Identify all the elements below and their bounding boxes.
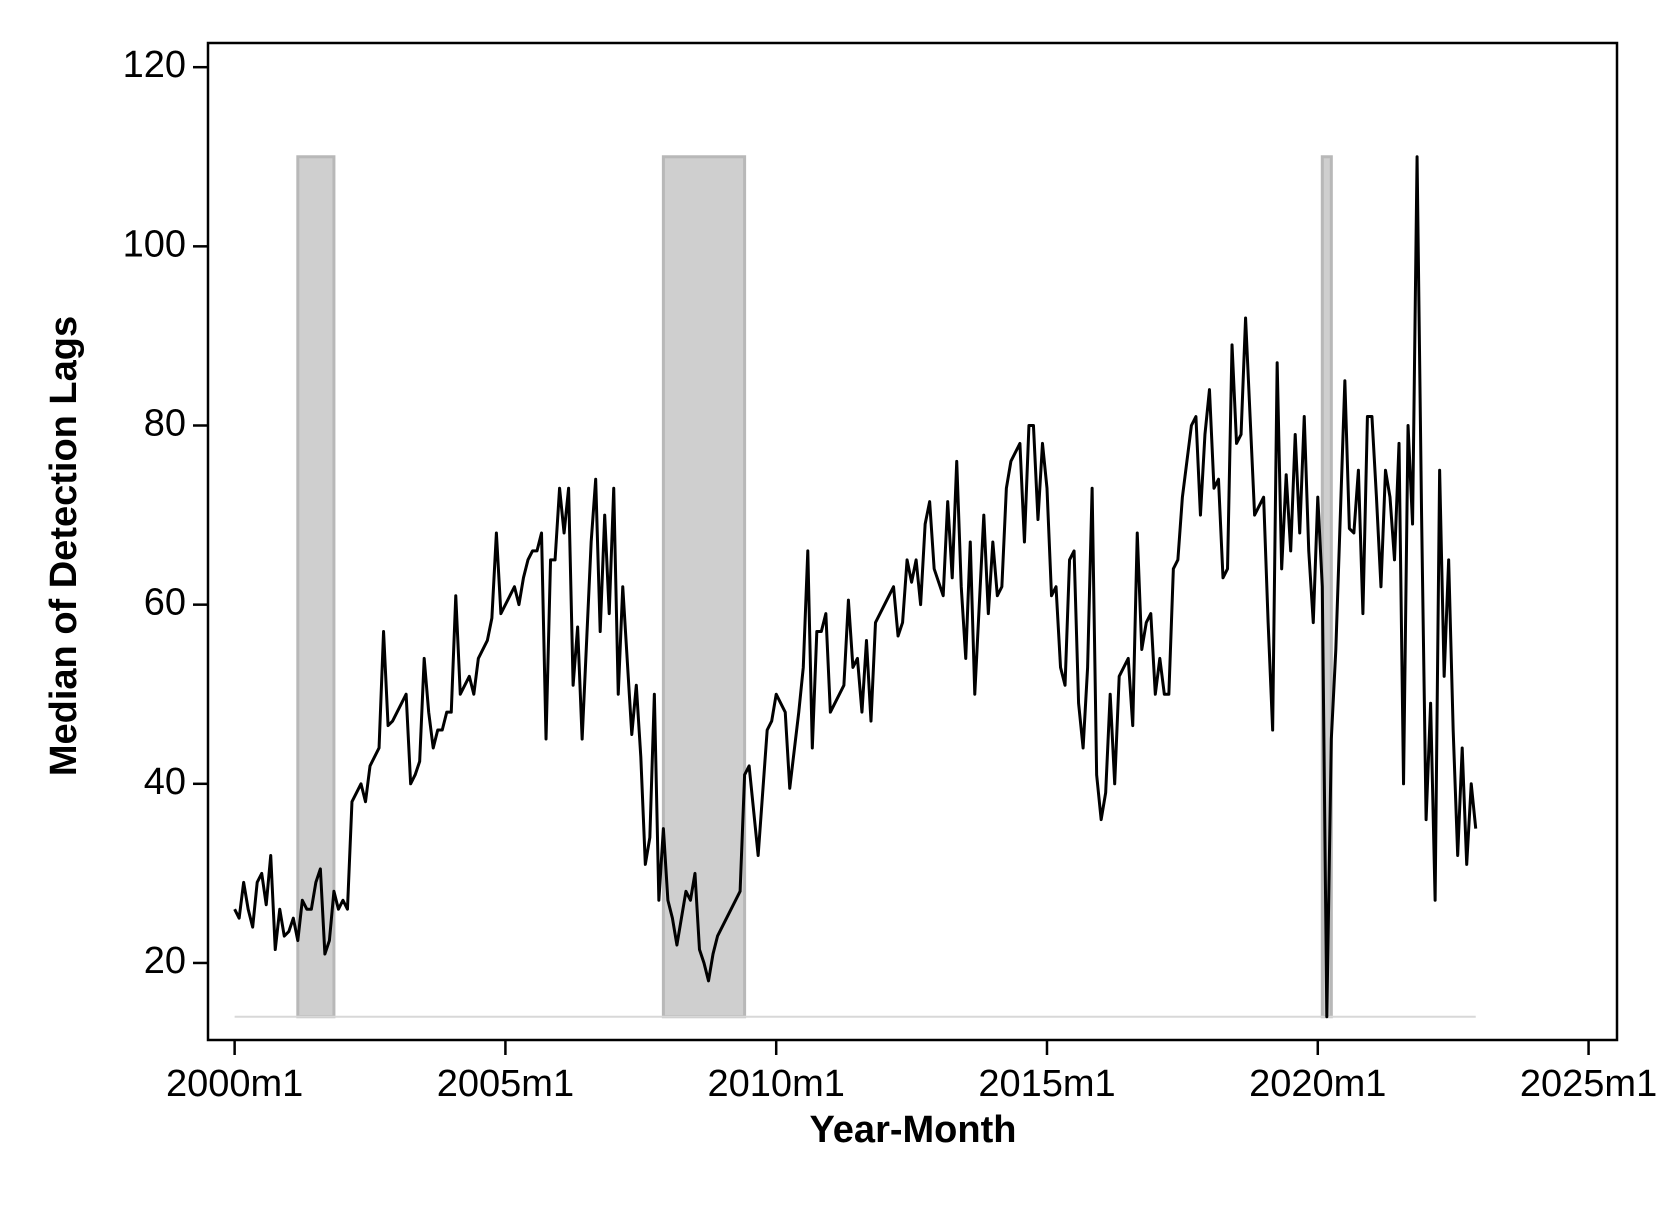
- y-tick-label: 40: [144, 761, 186, 803]
- x-tick-label: 2000m1: [166, 1063, 303, 1105]
- x-tick-label: 2015m1: [978, 1063, 1115, 1105]
- y-tick-label: 20: [144, 940, 186, 982]
- data-line: [233, 155, 1478, 1019]
- shaded-period: [661, 155, 747, 1019]
- y-axis-title: Median of Detection Lags: [43, 316, 85, 776]
- y-tick-label: 120: [123, 44, 186, 86]
- x-tick-label: 2020m1: [1249, 1063, 1386, 1105]
- y-tick-label: 100: [123, 223, 186, 265]
- y-tick-label: 80: [144, 403, 186, 445]
- x-tick-label: 2010m1: [708, 1063, 845, 1105]
- plot-frame: [206, 41, 1619, 1042]
- x-tick-label: 2005m1: [437, 1063, 574, 1105]
- x-tick-label: 2025m1: [1520, 1063, 1657, 1105]
- x-axis-title: Year-Month: [810, 1109, 1017, 1151]
- y-tick-label: 60: [144, 582, 186, 624]
